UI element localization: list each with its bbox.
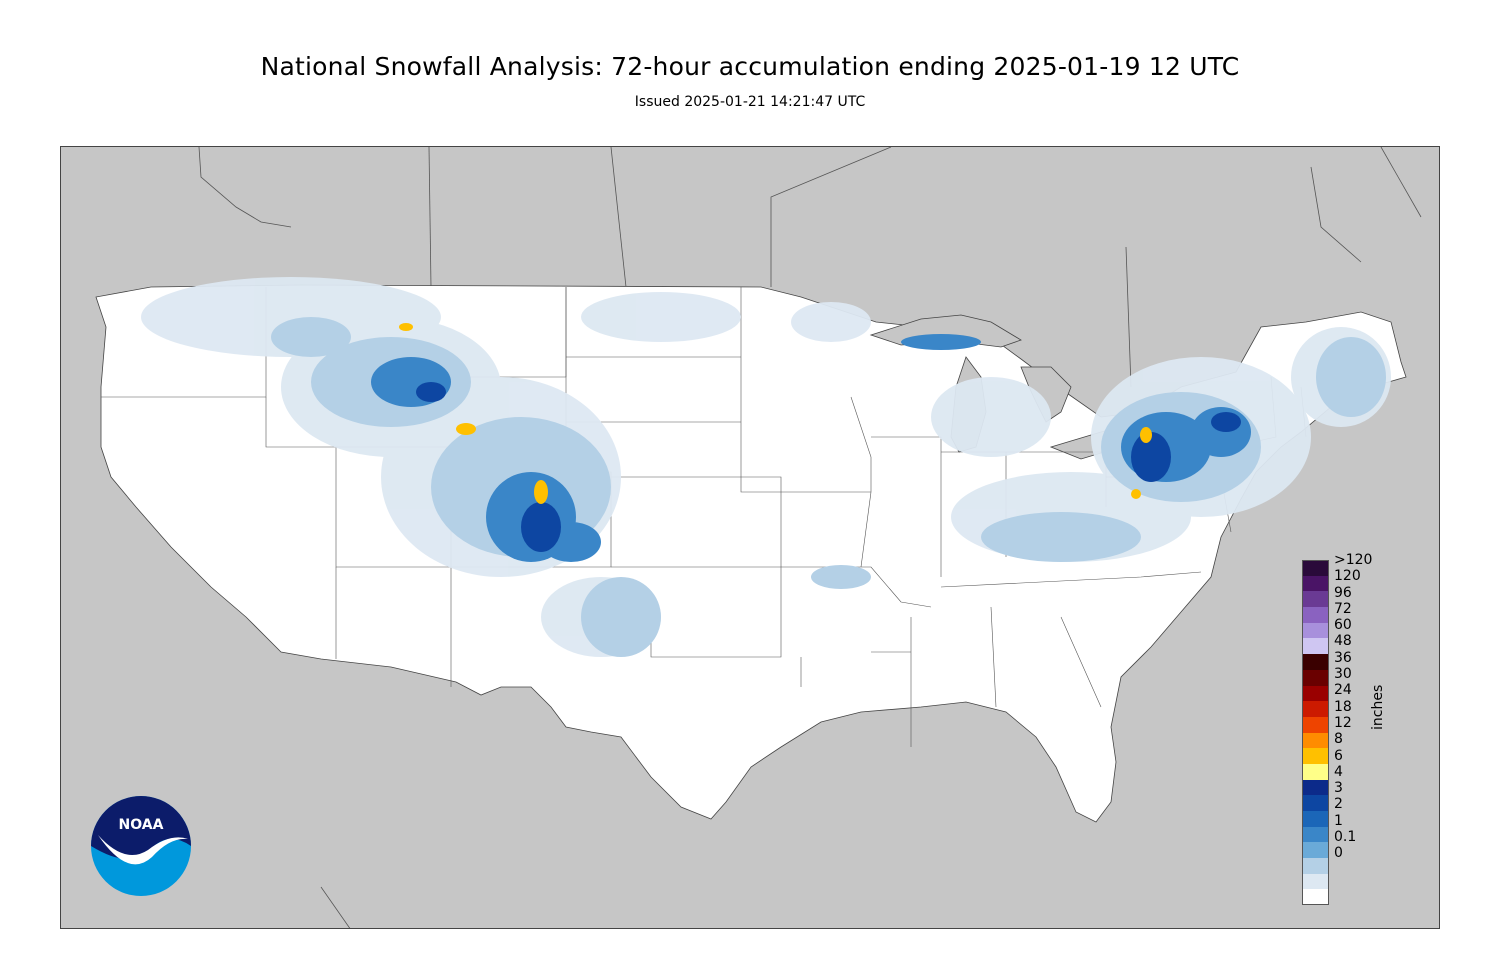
legend-swatch: [1302, 779, 1329, 796]
legend-swatch: [1302, 654, 1329, 670]
legend-swatch: [1302, 826, 1329, 843]
issued-timestamp: Issued 2025-01-21 14:21:47 UTC: [634, 94, 866, 110]
legend-colorbar: [1302, 560, 1329, 906]
legend-swatch: [1302, 669, 1329, 686]
legend-tick: 120: [1334, 568, 1361, 585]
legend-tick: 12: [1334, 714, 1352, 731]
legend-tick: 48: [1334, 633, 1352, 650]
legend-swatch: [1302, 858, 1329, 874]
legend-tick: 72: [1334, 600, 1352, 617]
snowfall-extreme: [399, 323, 1152, 504]
legend-tick: >120: [1334, 552, 1373, 568]
legend-tick: 6: [1334, 747, 1343, 764]
legend-swatch: [1302, 560, 1329, 576]
legend-swatch: [1302, 763, 1329, 780]
legend-swatch: [1302, 575, 1329, 592]
map-title: National Snowfall Analysis: 72-hour accu…: [260, 52, 1240, 81]
legend-swatch: [1302, 842, 1329, 859]
legend-units-label: inches: [1370, 684, 1386, 730]
legend-tick: 60: [1334, 617, 1352, 634]
legend-tick: 8: [1334, 731, 1343, 748]
legend-swatch: [1302, 732, 1329, 749]
legend-swatch: [1302, 795, 1329, 811]
map-svg: [95, 147, 1422, 928]
legend-tick: 18: [1334, 698, 1352, 715]
legend-swatch: [1302, 622, 1329, 639]
legend-swatch: [1302, 685, 1329, 702]
legend-tick: 0.1: [1334, 829, 1357, 846]
noaa-logo-text: NOAA: [119, 817, 164, 833]
international-borders: [198, 147, 1422, 928]
legend-swatch: [1302, 873, 1329, 890]
snowfall-very-heavy: [416, 382, 1241, 552]
legend-tick-labels: >120 120 96 72 60 48 36 30 24 18 12 8 6 4 3 2 1 0.1 0: [1334, 552, 1372, 862]
snowfall-map[interactable]: [60, 146, 1440, 929]
legend-swatch: [1302, 716, 1329, 733]
legend-tick: 3: [1334, 780, 1343, 797]
legend-tick: 36: [1334, 649, 1352, 666]
legend-tick: 4: [1334, 763, 1343, 780]
legend-swatch: [1302, 607, 1329, 623]
legend-tick: 96: [1334, 584, 1352, 601]
legend-swatch: [1302, 591, 1329, 608]
legend-swatch: [1302, 889, 1329, 906]
legend-tick: 0: [1334, 845, 1343, 862]
legend-tick: 1: [1334, 812, 1343, 829]
noaa-logo: NOAA: [91, 796, 191, 896]
legend-tick: 30: [1334, 666, 1352, 683]
legend-tick: 24: [1334, 682, 1352, 699]
legend-tick: 2: [1334, 796, 1343, 813]
legend-swatch: [1302, 638, 1329, 655]
legend-swatch: [1302, 811, 1329, 827]
legend-swatch: [1302, 701, 1329, 717]
legend-swatch: [1302, 748, 1329, 764]
